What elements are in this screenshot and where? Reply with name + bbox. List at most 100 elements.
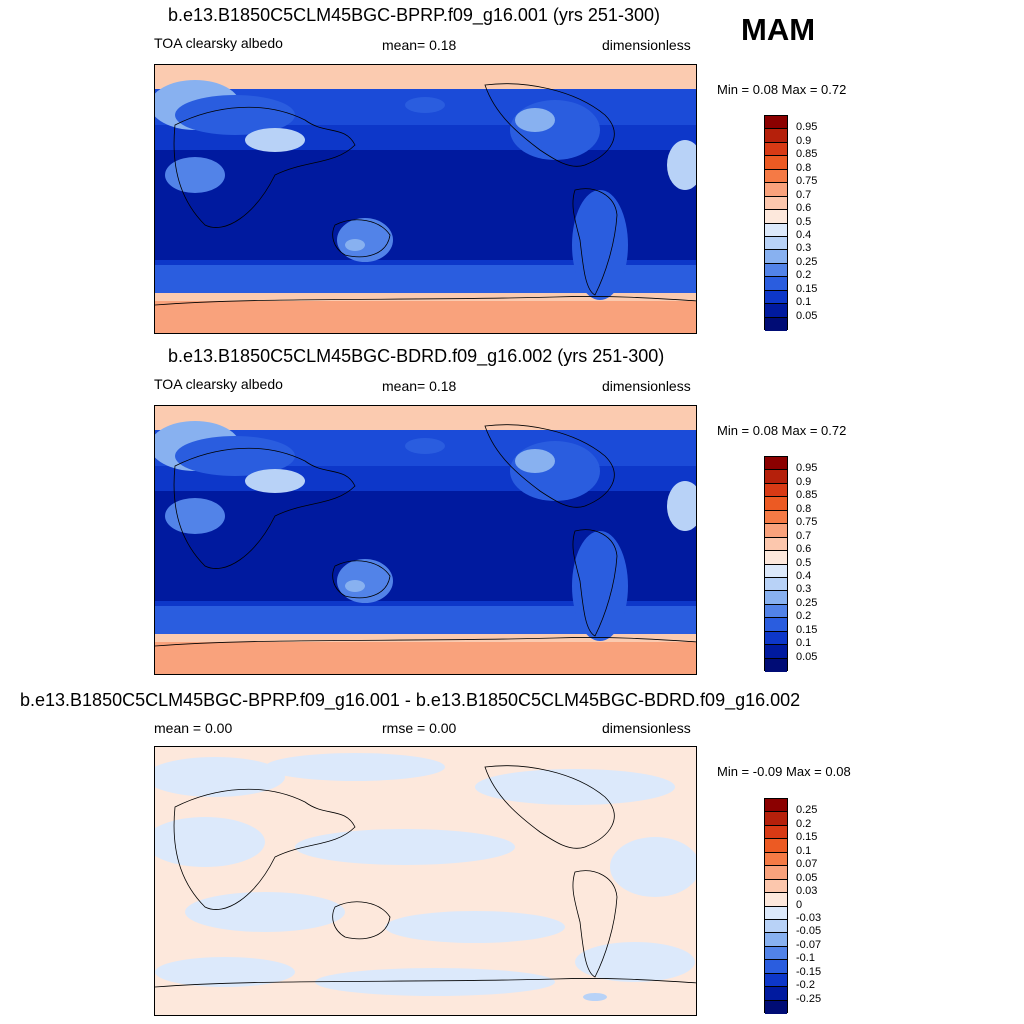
colorbar-swatch [765,973,787,988]
colorbar-tick-label: 0.25 [796,255,818,268]
colorbar-tick-label: 0.2 [796,269,812,282]
colorbar-tick-label: 0.05 [796,871,818,884]
colorbar-swatch [765,658,787,672]
panel-2-colorbar [764,456,788,672]
colorbar-tick-label: 0.2 [796,610,812,623]
panel-3-units-label: dimensionless [602,720,691,736]
season-label: MAM [741,12,816,47]
colorbar-swatch [765,457,787,471]
colorbar-swatch [765,210,787,224]
colorbar-swatch [765,812,787,826]
colorbar-tick-label: 0.4 [796,228,812,241]
colorbar-swatch [765,879,787,894]
colorbar-swatch [765,987,787,1001]
colorbar-swatch [765,946,787,961]
colorbar-tick-label: -0.2 [796,979,815,992]
panel-1-minmax: Min = 0.08 Max = 0.72 [717,82,847,97]
panel-1-colorbar [764,115,788,331]
colorbar-swatch [765,799,787,813]
colorbar-tick-label: 0.3 [796,242,812,255]
colorbar-tick-label: 0.15 [796,623,818,636]
panel-3-colorbar [764,798,788,1014]
panel-3-minmax: Min = -0.09 Max = 0.08 [717,764,851,779]
colorbar-swatch [765,169,787,184]
colorbar-tick-label: -0.15 [796,965,822,978]
colorbar-tick-label: -0.07 [796,938,822,951]
colorbar-tick-label: 0.75 [796,175,818,188]
colorbar-swatch [765,866,787,880]
colorbar-swatch [765,852,787,867]
colorbar-tick-label: 0.5 [796,215,812,228]
colorbar-tick-label: 0.2 [796,817,812,830]
colorbar-swatch [765,156,787,170]
colorbar-tick-label: 0.9 [796,134,812,147]
colorbar-tick-label: 0.6 [796,543,812,556]
panel-2-units-label: dimensionless [602,378,691,394]
colorbar-swatch [765,551,787,565]
colorbar-tick-label: 0.85 [796,148,818,161]
colorbar-tick-label: 0.1 [796,296,812,309]
colorbar-tick-label: 0.07 [796,858,818,871]
panel-2-minmax: Min = 0.08 Max = 0.72 [717,423,847,438]
panel-3-mean-label: mean = 0.00 [154,720,233,736]
colorbar-swatch [765,263,787,278]
colorbar-swatch [765,631,787,646]
colorbar-swatch [765,919,787,934]
colorbar-tick-label: 0.05 [796,309,818,322]
panel-3-title: b.e13.B1850C5CLM45BGC-BPRP.f09_g16.001 -… [20,690,801,710]
colorbar-swatch [765,223,787,237]
colorbar-tick-label: 0.3 [796,583,812,596]
colorbar-swatch [765,577,787,592]
colorbar-swatch [765,537,787,552]
colorbar-swatch [765,645,787,659]
panel-3-rmse-label: rmse = 0.00 [382,720,457,736]
colorbar-tick-label: 0.03 [796,885,818,898]
colorbar-tick-label: 0.95 [796,462,818,475]
colorbar-tick-label: 0.85 [796,489,818,502]
panel-2-map [154,405,697,675]
panel-2-title: b.e13.B1850C5CLM45BGC-BDRD.f09_g16.002 (… [168,346,665,366]
colorbar-tick-label: 0.4 [796,569,812,582]
colorbar-swatch [765,893,787,907]
colorbar-swatch [765,116,787,130]
panel-3-map [154,746,697,1016]
colorbar-tick-label: 0.7 [796,188,812,201]
colorbar-swatch [765,290,787,305]
panel-1-units-label: dimensionless [602,37,691,53]
colorbar-swatch [765,196,787,211]
colorbar-tick-label: 0.9 [796,475,812,488]
colorbar-swatch [765,250,787,264]
colorbar-swatch [765,1000,787,1014]
colorbar-swatch [765,604,787,619]
colorbar-swatch [765,906,787,920]
colorbar-swatch [765,470,787,484]
colorbar-swatch [765,317,787,331]
colorbar-swatch [765,524,787,538]
panel-1-map [154,64,697,334]
panel-1-title: b.e13.B1850C5CLM45BGC-BPRP.f09_g16.001 (… [168,5,660,25]
colorbar-swatch [765,825,787,840]
colorbar-tick-label: -0.03 [796,911,822,924]
colorbar-tick-label: 0.7 [796,529,812,542]
colorbar-tick-label: 0 [796,898,803,911]
colorbar-swatch [765,236,787,251]
colorbar-tick-label: 0.75 [796,516,818,529]
colorbar-tick-label: 0.6 [796,202,812,215]
colorbar-tick-label: 0.25 [796,804,818,817]
colorbar-swatch [765,142,787,157]
colorbar-tick-label: -0.25 [796,992,822,1005]
colorbar-swatch [765,564,787,578]
colorbar-tick-label: 0.1 [796,637,812,650]
colorbar-tick-label: 0.8 [796,161,812,174]
colorbar-tick-label: 0.95 [796,121,818,134]
panel-1-mean-label: mean= 0.18 [382,37,457,53]
colorbar-tick-label: -0.05 [796,925,822,938]
colorbar-tick-label: 0.05 [796,650,818,663]
colorbar-tick-label: 0.25 [796,596,818,609]
colorbar-tick-label: -0.1 [796,952,815,965]
colorbar-tick-label: 0.1 [796,844,812,857]
colorbar-tick-label: 0.8 [796,502,812,515]
panel-2-mean-label: mean= 0.18 [382,378,457,394]
colorbar-swatch [765,183,787,197]
colorbar-swatch [765,960,787,974]
